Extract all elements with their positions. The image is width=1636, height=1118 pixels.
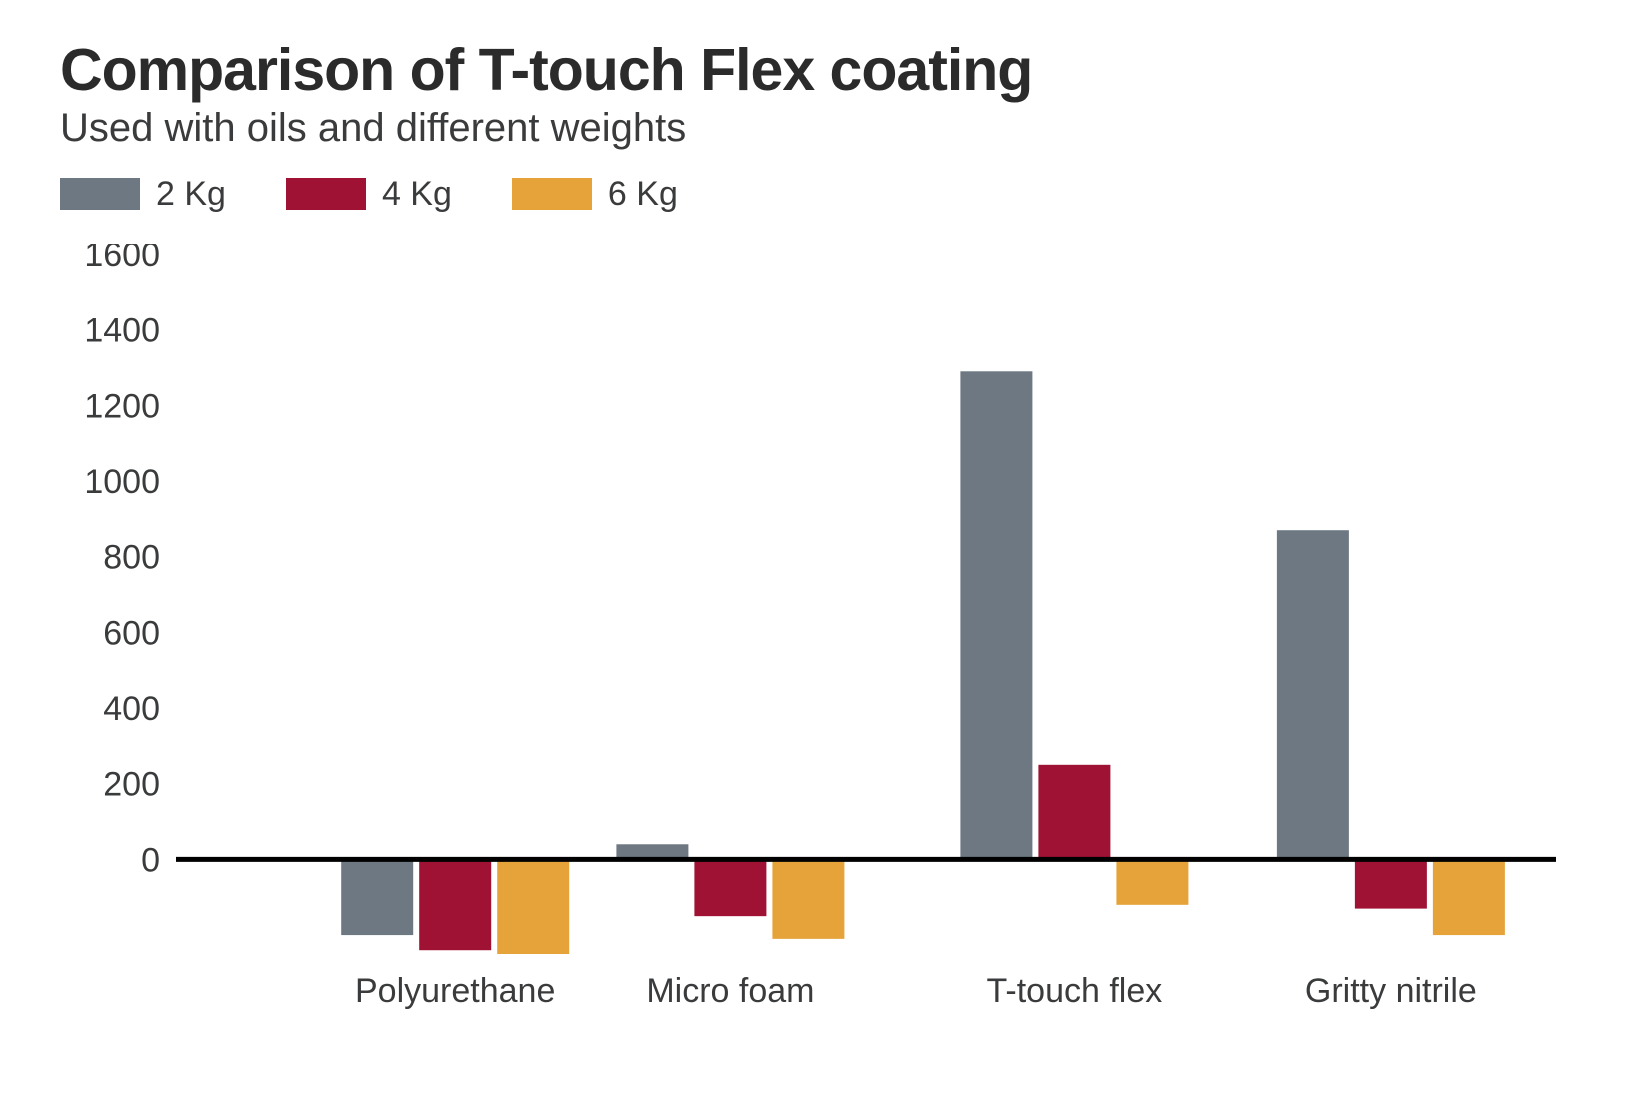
y-tick-label: 1600 [84, 244, 160, 274]
bar [1355, 859, 1427, 908]
y-tick-label: 0 [141, 841, 160, 879]
chart-title: Comparison of T-touch Flex coating [60, 40, 1576, 102]
bar [497, 859, 569, 954]
chart-plot: 0 200 400 600 800 1000 1200 1400 1600 Polyurethan… [60, 244, 1576, 1024]
legend-swatch-2 [512, 178, 592, 210]
y-tick-label: 1000 [84, 463, 160, 501]
legend-item-0: 2 Kg [60, 175, 226, 214]
chart-subtitle: Used with oils and different weights [60, 106, 1576, 151]
bar [1277, 530, 1349, 859]
x-tick-label: Micro foam [646, 972, 814, 1010]
y-tick-label: 400 [103, 690, 160, 728]
legend: 2 Kg 4 Kg 6 Kg [60, 175, 1576, 214]
bar [419, 859, 491, 950]
chart-container: Comparison of T-touch Flex coating Used … [0, 0, 1636, 1118]
x-tick-label: T-touch flex [987, 972, 1163, 1010]
legend-item-1: 4 Kg [286, 175, 452, 214]
y-tick-label: 600 [103, 614, 160, 652]
y-tick-label: 800 [103, 539, 160, 577]
legend-label-0: 2 Kg [156, 175, 226, 214]
legend-swatch-0 [60, 178, 140, 210]
bar [772, 859, 844, 938]
bar [1116, 859, 1188, 904]
legend-item-2: 6 Kg [512, 175, 678, 214]
bar [694, 859, 766, 916]
legend-label-2: 6 Kg [608, 175, 678, 214]
y-tick-label: 1200 [84, 387, 160, 425]
x-tick-label: Gritty nitrile [1305, 972, 1477, 1010]
y-tick-label: 200 [103, 766, 160, 804]
bar [960, 371, 1032, 859]
bar [341, 859, 413, 935]
legend-swatch-1 [286, 178, 366, 210]
bar [1433, 859, 1505, 935]
y-tick-label: 1400 [84, 312, 160, 350]
x-tick-label: Polyurethane [355, 972, 555, 1010]
legend-label-1: 4 Kg [382, 175, 452, 214]
bar [1038, 765, 1110, 860]
